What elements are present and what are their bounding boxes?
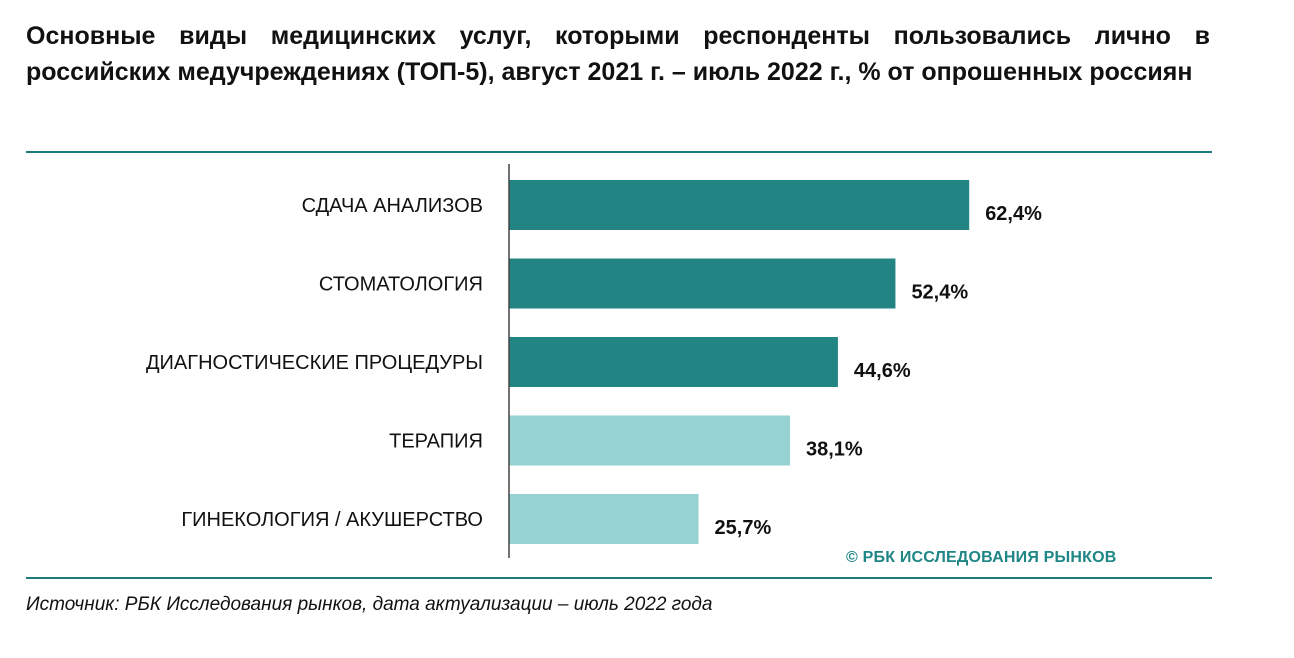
category-label-1: СДАЧА АНАЛИЗОВ [302, 195, 483, 217]
bar-5 [509, 494, 699, 544]
bar-4 [509, 415, 790, 466]
chart-title: Основные виды медицинских услуг, которым… [26, 22, 1210, 86]
bar-2 [509, 258, 896, 309]
title-divider [26, 151, 1212, 153]
category-label-2: СТОМАТОЛОГИЯ [319, 274, 483, 296]
bars-group: СДАЧА АНАЛИЗОВ 62,4% СТОМАТОЛОГИЯ 52,4% ДИАГ… [146, 180, 1042, 544]
value-label-3: 44,6% [854, 360, 911, 382]
footer-divider [26, 577, 1212, 579]
watermark: © РБК ИССЛЕДОВАНИЯ РЫНКОВ [846, 549, 1117, 566]
value-label-5: 25,7% [715, 517, 772, 539]
bar-3 [509, 337, 838, 387]
category-label-3: ДИАГНОСТИЧЕСКИЕ ПРОЦЕДУРЫ [146, 352, 483, 374]
category-label-4: ТЕРАПИЯ [389, 431, 483, 453]
value-label-4: 38,1% [806, 439, 863, 461]
value-label-1: 62,4% [985, 203, 1042, 225]
source-note: Источник: РБК Исследования рынков, дата … [26, 594, 713, 615]
bar-chart: СДАЧА АНАЛИЗОВ 62,4% СТОМАТОЛОГИЯ 52,4% ДИАГ… [146, 164, 1042, 558]
value-label-2: 52,4% [911, 282, 968, 304]
category-label-5: ГИНЕКОЛОГИЯ / АКУШЕРСТВО [181, 509, 483, 531]
bar-1 [509, 180, 970, 230]
